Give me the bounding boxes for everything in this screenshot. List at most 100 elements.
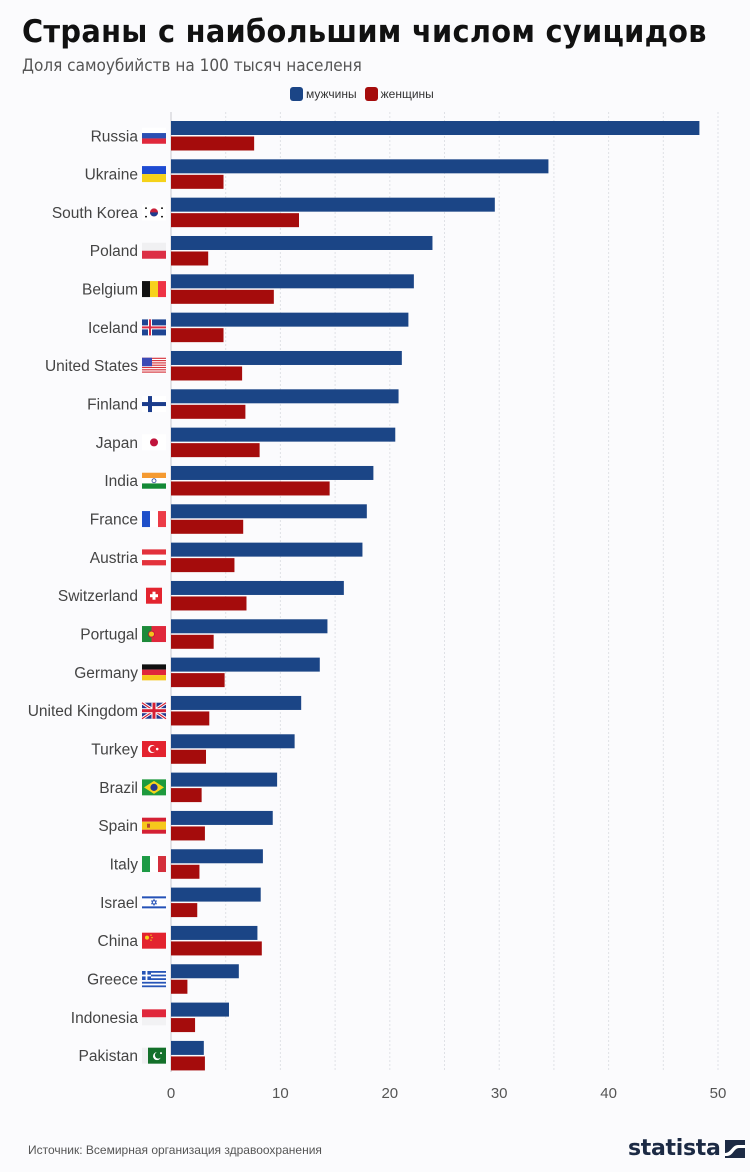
flag-switzerland-icon [146,587,162,604]
bar-female[interactable] [171,788,202,803]
bar-male[interactable] [171,197,495,212]
bar-female[interactable] [171,826,205,841]
bar-female[interactable] [171,711,210,726]
bar-female[interactable] [171,1056,205,1071]
legend-label-male: мужчины [306,87,357,101]
flag-germany-icon [142,664,166,681]
flag-brazil-icon [142,779,166,796]
flag-russia-icon [142,127,166,144]
bar-male[interactable] [171,235,433,250]
bar-female[interactable] [171,673,225,688]
bar-male[interactable] [171,312,409,327]
legend-item-female[interactable]: женщины [364,87,434,101]
category-label: Indonesia [71,1010,139,1027]
bar-female[interactable] [171,519,244,534]
category-label: France [90,512,138,529]
flag-united-kingdom-icon [141,701,167,721]
statista-logo[interactable]: statista [628,1136,745,1161]
bar-male[interactable] [171,465,374,480]
bar-female[interactable] [171,404,246,419]
flag-india-icon [142,472,166,489]
bar-male[interactable] [171,159,549,174]
bar-male[interactable] [171,427,396,442]
flag-south-korea-icon [142,204,166,221]
category-label: Austria [90,550,139,567]
legend-swatch-female [364,87,378,101]
bar-female[interactable] [171,864,200,879]
category-label: India [104,473,138,490]
bar-male[interactable] [171,619,328,634]
category-label: Switzerland [58,588,138,605]
bar-female[interactable] [171,749,207,764]
bar-male[interactable] [171,389,399,404]
bar-female[interactable] [171,443,260,458]
bar-female[interactable] [171,558,235,573]
category-label: United Kingdom [28,703,138,720]
category-label: Italy [110,857,139,874]
bar-female[interactable] [171,289,274,304]
bar-female[interactable] [171,634,214,649]
category-label: South Korea [52,205,139,222]
bar-female[interactable] [171,596,247,611]
source-note: Источник: Всемирная организация здравоох… [28,1143,322,1157]
bar-female[interactable] [171,366,243,381]
flag-ukraine-icon [142,166,166,183]
bar-male[interactable] [171,121,700,135]
chart-title: Страны с наибольшим числом суицидов [22,14,707,50]
bar-female[interactable] [171,174,224,189]
bar-female[interactable] [171,979,188,994]
flag-finland-icon [142,396,166,413]
category-label: Spain [98,818,138,835]
bar-female[interactable] [171,941,262,956]
bar-male[interactable] [171,849,263,864]
x-tick-label: 30 [491,1085,508,1102]
bar-male[interactable] [171,695,302,710]
x-tick-label: 40 [600,1085,617,1102]
bar-male[interactable] [171,580,344,595]
flag-indonesia-icon [142,1009,166,1026]
flag-belgium-icon [142,281,166,298]
statista-logo-icon [724,1139,745,1158]
flag-iceland-icon [142,319,166,336]
bar-female[interactable] [171,481,330,496]
bar-male[interactable] [171,964,239,979]
bar-male[interactable] [171,810,273,825]
flag-italy-icon [142,856,166,873]
bar-female[interactable] [171,328,224,343]
category-label: China [98,933,139,950]
bar-female[interactable] [171,136,255,151]
bar-male[interactable] [171,772,278,787]
bar-male[interactable] [171,350,402,365]
category-label: Finland [87,397,138,414]
bar-male[interactable] [171,925,258,940]
bar-male[interactable] [171,504,367,519]
bar-male[interactable] [171,657,320,672]
legend-swatch-male [290,87,303,101]
bar-male[interactable] [171,274,414,289]
bar-male[interactable] [171,1002,229,1017]
bar-female[interactable] [171,903,198,918]
bar-male[interactable] [171,887,261,902]
bar-male[interactable] [171,1040,204,1055]
bar-male[interactable] [171,542,363,557]
flag-portugal-icon [142,626,166,643]
bar-male[interactable] [171,734,295,749]
bar-female[interactable] [171,1018,196,1033]
x-tick-label: 50 [710,1085,727,1102]
flag-china-icon [142,932,166,949]
flag-austria-icon [142,549,166,566]
x-tick-label: 0 [167,1085,175,1102]
flag-greece-icon [142,971,166,988]
x-tick-label: 10 [272,1085,289,1102]
category-label: Belgium [82,282,138,299]
category-label: Ukraine [85,167,138,184]
flag-united-states-icon [142,357,166,374]
flag-poland-icon [142,242,166,259]
bar-female[interactable] [171,251,209,266]
bar-female[interactable] [171,213,299,228]
flag-france-icon [142,511,166,528]
legend-item-male[interactable]: мужчины [290,87,357,101]
category-label: Iceland [88,320,138,337]
legend-label-female: женщины [380,87,434,101]
